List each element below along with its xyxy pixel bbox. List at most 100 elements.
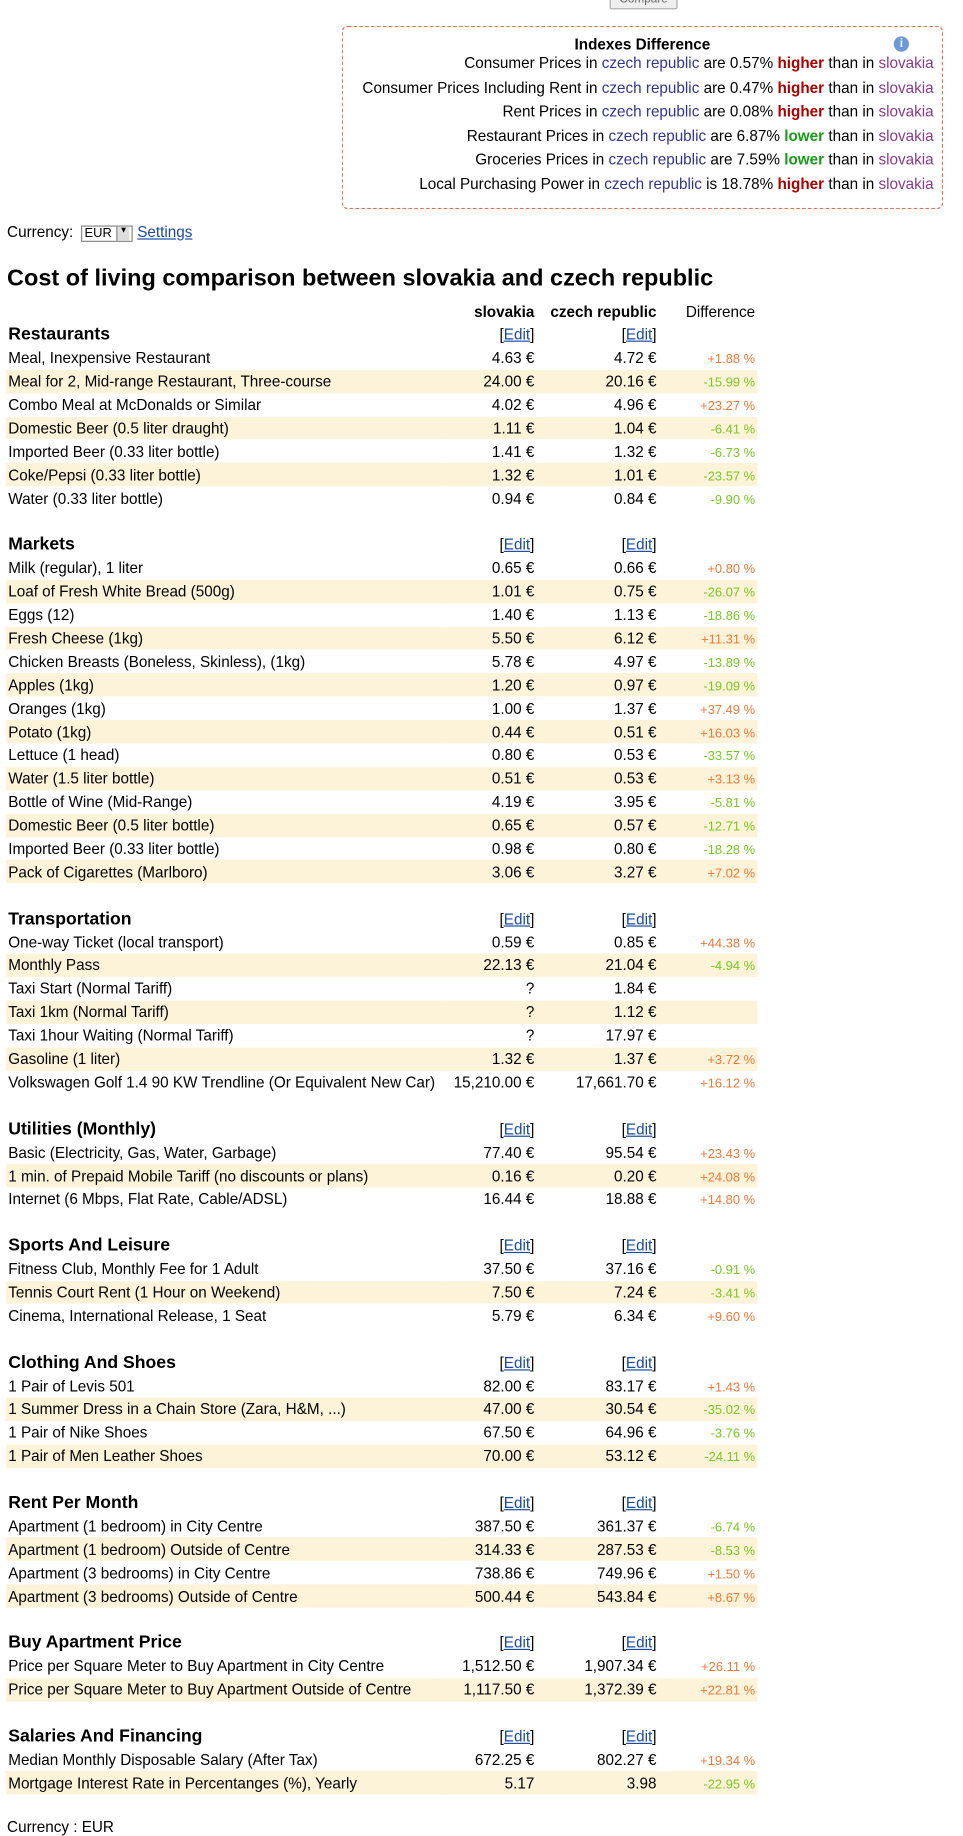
- edit-link[interactable]: Edit: [503, 536, 531, 554]
- edit-link[interactable]: Edit: [625, 1727, 653, 1746]
- blank: [659, 1491, 758, 1514]
- item-label: Mortgage Interest Rate in Percentanges (…: [5, 1771, 448, 1795]
- section-name: Markets: [8, 534, 75, 555]
- difference: +0.80 %: [659, 557, 758, 580]
- edit-link[interactable]: Edit: [503, 325, 531, 344]
- price-b: 0.51 €: [536, 720, 659, 744]
- blank: [659, 1234, 758, 1257]
- bracket: [: [499, 1727, 504, 1746]
- spacer-row: [6, 1468, 758, 1491]
- edit-link[interactable]: Edit: [625, 1633, 653, 1652]
- index-part: slovakia: [878, 150, 934, 169]
- index-line: Consumer Prices in czech republic are 0.…: [343, 52, 942, 76]
- price-b: 6.34 €: [614, 1306, 657, 1325]
- edit-link[interactable]: Edit: [625, 1236, 653, 1255]
- index-part: higher: [777, 102, 825, 121]
- difference: -8.53 %: [658, 1537, 758, 1562]
- item-label: Chicken Breasts (Boneless, Skinless), (1…: [8, 652, 306, 671]
- edit-link[interactable]: Edit: [625, 325, 653, 344]
- index-part: lower: [784, 150, 825, 169]
- edit-cell: [Edit]: [447, 1491, 536, 1514]
- currency-value: EUR: [84, 226, 112, 241]
- price-b: 20.16 €: [536, 369, 659, 394]
- bracket: ]: [530, 1120, 535, 1138]
- edit-link[interactable]: Edit: [625, 536, 653, 554]
- difference-value: +1.50 %: [707, 1567, 756, 1582]
- difference: +1.88 %: [659, 346, 758, 369]
- price-b: 0.66 €: [614, 559, 657, 578]
- edit-link[interactable]: Edit: [625, 909, 653, 928]
- item-label: 1 min. of Prepaid Mobile Tariff (no disc…: [5, 1163, 448, 1188]
- item-label: Potato (1kg): [5, 720, 448, 744]
- item-label: Volkswagen Golf 1.4 90 KW Trendline (Or …: [8, 1073, 436, 1091]
- currency-select[interactable]: EUR ▼: [81, 225, 133, 243]
- edit-link[interactable]: Edit: [503, 1236, 531, 1255]
- edit-link[interactable]: Edit: [503, 1633, 531, 1652]
- difference-value: -9.90 %: [710, 492, 756, 507]
- item-label: Oranges (1kg): [8, 699, 106, 718]
- edit-link[interactable]: Edit: [503, 1493, 531, 1512]
- edit-link[interactable]: Edit: [625, 1120, 653, 1138]
- difference-value: -0.91 %: [710, 1263, 756, 1278]
- difference: +26.11 %: [659, 1654, 758, 1677]
- spacer: [6, 510, 758, 533]
- difference-value: +16.12 %: [700, 1076, 756, 1091]
- currency-label: Currency:: [7, 223, 74, 241]
- settings-link[interactable]: Settings: [137, 223, 193, 241]
- difference: -23.57 %: [658, 463, 758, 487]
- edit-link[interactable]: Edit: [625, 1353, 653, 1372]
- section-name: Sports And Leisure: [8, 1235, 171, 1256]
- difference: -6.74 %: [659, 1514, 758, 1537]
- price-b: 1.13 €: [614, 606, 657, 624]
- item-row: Meal for 2, Mid-range Restaurant, Three-…: [5, 369, 758, 394]
- compare-button[interactable]: Compare: [609, 0, 678, 10]
- index-part: slovakia: [878, 126, 934, 145]
- edit-link[interactable]: Edit: [503, 909, 531, 928]
- item-row: Fresh Cheese (1kg) 5.50 €6.12 € +11.31 %: [5, 626, 758, 650]
- item-row: Chicken Breasts (Boneless, Skinless), (1…: [6, 650, 758, 673]
- item-row: Domestic Beer (0.5 liter bottle) 0.65 €0.…: [5, 813, 758, 837]
- difference: +11.31 %: [658, 626, 758, 650]
- section-name: Restaurants: [8, 324, 111, 345]
- edit-link[interactable]: Edit: [503, 1727, 531, 1746]
- edit-link[interactable]: Edit: [503, 1120, 531, 1138]
- price-a: 7.50 €: [447, 1280, 537, 1305]
- item-label: Meal for 2, Mid-range Restaurant, Three-…: [5, 369, 448, 394]
- difference-value: -6.74 %: [710, 1520, 756, 1535]
- item-label: 1 Pair of Men Leather Shoes: [5, 1444, 448, 1468]
- section-row: Transportation [Edit] [Edit]: [6, 907, 758, 930]
- edit-cell: [Edit]: [447, 907, 536, 930]
- index-part: czech republic: [608, 126, 707, 145]
- difference-value: +14.80 %: [700, 1193, 756, 1208]
- bracket: ]: [530, 1727, 535, 1746]
- index-part: slovakia: [878, 78, 934, 96]
- price-a: ?: [525, 979, 535, 998]
- price-a: 314.33 €: [447, 1537, 537, 1562]
- item-row: Taxi Start (Normal Tariff)? 1.84 €: [6, 977, 758, 1000]
- item-label: Price per Square Meter to Buy Apartment …: [8, 1657, 385, 1675]
- item-label: Internet (6 Mbps, Flat Rate, Cable/ADSL): [8, 1190, 288, 1208]
- difference: -5.81 %: [659, 790, 758, 813]
- difference-value: -35.02 %: [703, 1403, 756, 1418]
- difference-value: +23.27 %: [700, 399, 756, 414]
- item-row: Imported Beer (0.33 liter bottle) 0.98 € 0…: [6, 837, 758, 860]
- difference: -0.91 %: [659, 1257, 758, 1280]
- item-row: Internet (6 Mbps, Flat Rate, Cable/ADSL)…: [6, 1187, 758, 1210]
- price-b: 0.53 €: [614, 746, 657, 764]
- difference: -3.41 %: [658, 1280, 758, 1305]
- spacer: [6, 1468, 758, 1491]
- difference: -6.41 %: [658, 416, 758, 440]
- edit-link[interactable]: Edit: [503, 1353, 531, 1372]
- price-a: ?: [525, 1026, 535, 1045]
- index-line: Groceries Prices in czech republic are 7…: [343, 148, 942, 172]
- price-b: 53.12 €: [536, 1444, 659, 1468]
- item-row: Coke/Pepsi (0.33 liter bottle) 1.32 €1.01…: [5, 463, 758, 487]
- item-row: Apartment (3 bedrooms) Outside of Centre…: [5, 1584, 758, 1608]
- info-icon[interactable]: i: [893, 36, 909, 52]
- difference: -22.95 %: [658, 1771, 758, 1795]
- spacer: [6, 1327, 758, 1350]
- edit-link[interactable]: Edit: [625, 1493, 653, 1512]
- difference: +37.49 %: [659, 697, 758, 720]
- blank: [659, 1725, 758, 1748]
- item-row: Gasoline (1 liter) 1.32 €1.37 € +3.72 %: [5, 1047, 758, 1071]
